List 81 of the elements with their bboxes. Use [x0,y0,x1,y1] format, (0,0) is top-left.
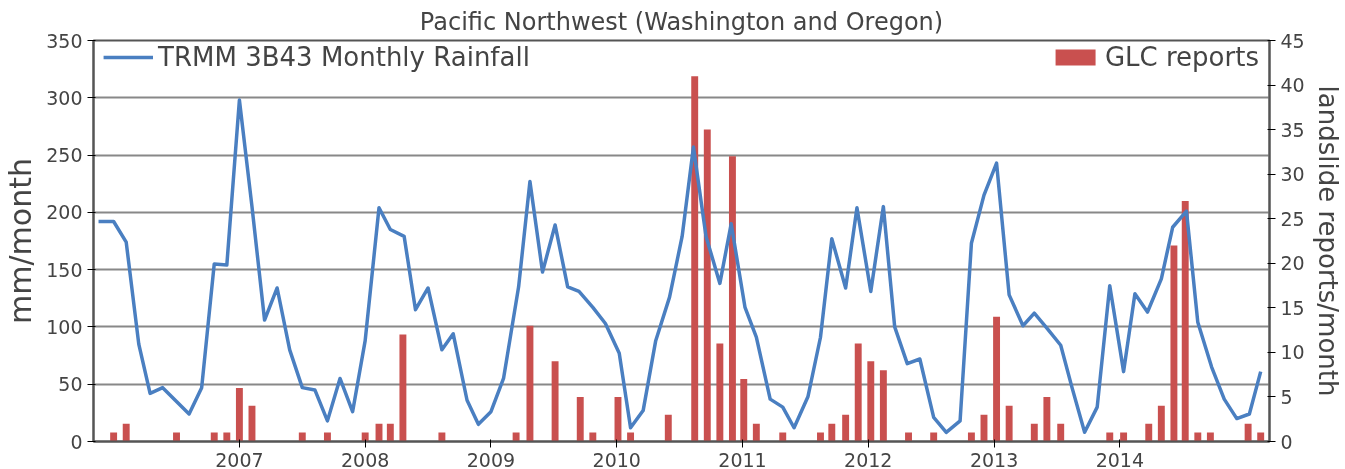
y2-tick-label: 5 [1280,385,1293,408]
bar [551,361,559,442]
bar [589,432,597,442]
y2-tick-label: 35 [1280,118,1305,141]
y-tick-label: 150 [46,258,83,281]
bar [716,343,724,442]
bar [703,129,711,442]
bar [235,388,243,442]
chart-title: Pacific Northwest (Washington and Oregon) [419,7,944,36]
y-tick-label: 50 [58,373,83,396]
y2-axis-title: landslide reports/month [1312,85,1343,397]
bar [879,370,887,442]
bar [386,423,394,442]
y-tick-label: 350 [46,29,83,52]
y2-tick-label: 0 [1280,430,1293,453]
bar [828,423,836,442]
y2-tick-label: 45 [1280,29,1305,52]
bar [967,432,975,442]
bar [1257,432,1265,442]
bar [905,432,912,442]
y-tick-label: 0 [70,430,83,453]
bar [1005,405,1013,442]
bar [526,325,534,442]
bar [512,432,520,442]
y-tick-label: 200 [46,201,83,224]
bar [1145,423,1153,442]
bar [1157,405,1165,442]
bar [854,343,862,442]
bar [1057,423,1065,442]
bar [1120,432,1128,442]
line-series [96,98,1263,435]
x-tick-label: 2014 [1095,448,1145,469]
bar [779,432,787,442]
legend-label: GLC reports [1104,42,1259,72]
bar [210,432,218,442]
y-axis-title: mm/month [3,158,39,324]
y2-tick-label: 30 [1280,163,1305,186]
bar [993,316,1001,442]
bar [627,432,635,442]
legend-label: TRMM 3B43 Monthly Rainfall [158,42,530,72]
x-tick-label: 2008 [341,448,390,469]
x-tick-label: 2011 [718,448,767,469]
bar [399,334,407,442]
x-tick-label: 2007 [215,448,264,469]
bar [1030,423,1038,442]
bar [576,396,584,442]
bar [223,432,231,442]
bar [728,156,736,442]
bar [438,432,446,442]
bar [691,76,699,442]
bar [740,379,748,442]
bar [1170,245,1178,442]
x-tick-label: 2013 [969,448,1019,469]
x-tick-label: 2009 [466,448,516,469]
bar [1106,432,1114,442]
bar [323,432,331,442]
bar [817,432,824,442]
bar [664,414,672,442]
y2-tick-label: 25 [1280,207,1305,230]
x-tick-label: 2012 [844,448,893,469]
y2-tick-label: 10 [1280,341,1305,364]
bar [298,432,306,442]
y-tick-label: 250 [46,144,83,167]
bar [110,432,118,442]
x-tick-label: 2010 [592,448,641,469]
y2-tick-label: 15 [1280,296,1305,319]
y2-tick-label: 40 [1280,74,1305,97]
bar [752,423,760,442]
y2-tick-label: 20 [1280,252,1305,275]
bar [1194,432,1202,442]
bar [122,423,130,442]
y-tick-label: 100 [46,315,83,338]
bar [1244,423,1252,442]
bar [173,432,180,442]
y-tick-label: 300 [46,86,83,109]
bar [1043,396,1051,442]
bar [1181,200,1189,442]
bar [867,361,875,442]
bar [1206,432,1214,442]
bar [930,432,938,442]
bar [842,414,850,442]
